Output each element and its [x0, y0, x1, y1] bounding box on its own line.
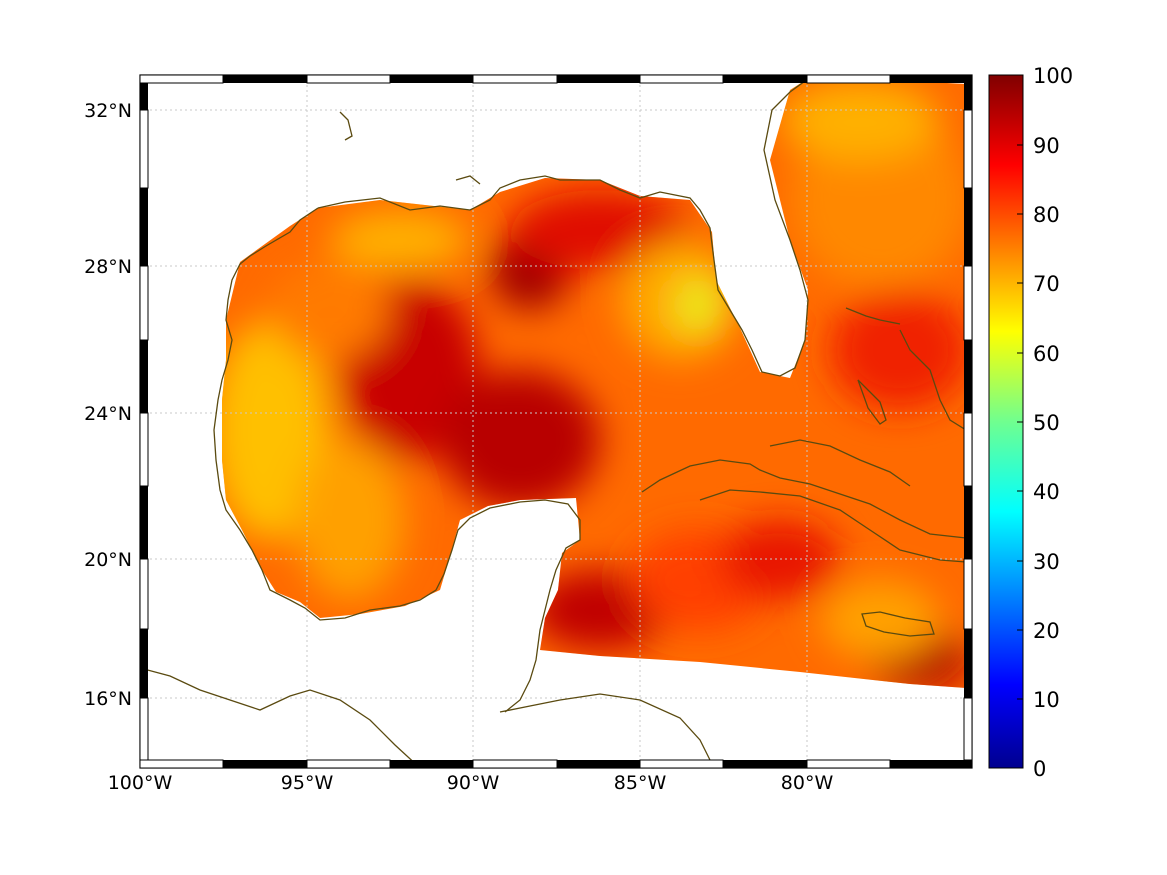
longitude-labels: 100°W 95°W 90°W 85°W 80°W: [108, 772, 834, 794]
colorbar-label-100: 100: [1033, 64, 1073, 88]
colorbar-label-10: 10: [1033, 688, 1060, 712]
lat-label-20n: 20°N: [84, 549, 132, 571]
colorbar-label-0: 0: [1033, 757, 1046, 781]
lon-label-85w: 85°W: [614, 772, 667, 794]
colorbar-label-90: 90: [1033, 134, 1060, 158]
map-frame: [139, 74, 973, 769]
lat-label-24n: 24°N: [84, 403, 132, 425]
coastlines: [140, 75, 967, 768]
ocean-data-field: [140, 75, 972, 768]
lat-label-28n: 28°N: [84, 256, 132, 278]
colorbar-label-80: 80: [1033, 203, 1060, 227]
lat-label-32n: 32°N: [84, 100, 132, 122]
colorbar-label-30: 30: [1033, 550, 1060, 574]
lon-label-80w: 80°W: [781, 772, 834, 794]
latitude-labels: 32°N 28°N 24°N 20°N 16°N: [84, 100, 132, 710]
grid-lines: [140, 75, 972, 768]
colorbar-ticks: [1017, 74, 1023, 769]
colorbar: 0 10 20 30 40 50 60 70 80 90 100: [988, 64, 1073, 781]
lon-label-95w: 95°W: [281, 772, 334, 794]
colorbar-label-60: 60: [1033, 342, 1060, 366]
colorbar-label-50: 50: [1033, 411, 1060, 435]
colorbar-label-70: 70: [1033, 272, 1060, 296]
colorbar-label-40: 40: [1033, 480, 1060, 504]
lon-label-100w: 100°W: [108, 772, 173, 794]
lat-label-16n: 16°N: [84, 688, 132, 710]
colorbar-label-20: 20: [1033, 619, 1060, 643]
lon-label-90w: 90°W: [447, 772, 500, 794]
